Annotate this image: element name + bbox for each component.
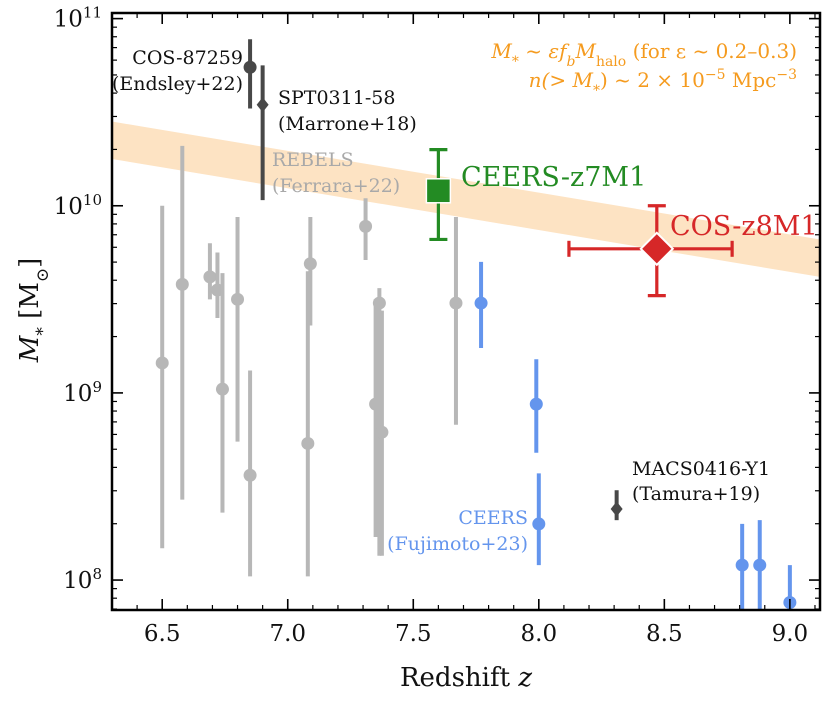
y-tick-label-4: 1011 [54, 4, 102, 33]
efficiency-band [112, 121, 820, 277]
series-cos-z8m1 [567, 204, 734, 298]
cos-z8m1-point-1-marker [639, 231, 675, 267]
ceers-fujimoto-ref: (Fujimoto+23) [387, 533, 528, 555]
efficiency-equation: M* ~ εfbMhalo (for ε ~ 0.2–0.3) [490, 39, 797, 70]
rebels-ferrara-22-point-6-marker [231, 292, 245, 306]
x-tick-label-2: 7.0 [269, 621, 306, 647]
dark-literature-objects-point-2-marker [256, 97, 269, 113]
macs-ref: (Tamura+19) [632, 483, 760, 505]
cos87259-label: COS-87259 [132, 47, 243, 69]
dark-literature-objects-point-1-marker [243, 60, 257, 74]
x-tick-label-6: 9.0 [772, 621, 809, 647]
rebels-ferrara-22-point-3-marker [203, 270, 217, 284]
series-ceers-z7m1 [425, 148, 452, 242]
series-rebels-ferrara-22 [155, 145, 463, 577]
x-axis-title: Redshift z [400, 663, 532, 693]
rebels-ferrara-22-point-13-marker [375, 425, 389, 439]
cos-z8m1-label: COS-z8M1 [670, 211, 818, 242]
ticks [111, 13, 820, 610]
efficiency-band-area [112, 121, 820, 277]
series-ceers-fujimoto-23 [474, 261, 797, 610]
rebels-ferrara-22-point-12-marker [372, 296, 386, 310]
dark-literature-objects-point-3-marker [610, 501, 623, 517]
plot-border [110, 11, 822, 612]
ceers-fujimoto-23-point-3-marker [532, 517, 546, 531]
x-tick-label-4: 8.0 [521, 621, 558, 647]
rebels-ferrara-22-point-1-marker [155, 356, 169, 370]
ceers-fujimoto-23-point-1-marker [474, 296, 488, 310]
y-tick-label-1: 108 [63, 565, 102, 594]
rebels-ref: (Ferrara+22) [272, 175, 400, 197]
rebels-ferrara-22-point-5-marker [215, 382, 229, 396]
ceers-z7m1-point-1-marker [425, 178, 452, 204]
spt-ref: (Marrone+18) [278, 113, 417, 135]
rebels-label: REBELS [272, 149, 354, 171]
spt-label: SPT0311-58 [278, 87, 395, 109]
y-tick-label-2: 109 [63, 378, 102, 407]
rebels-ferrara-22-point-14-marker [449, 296, 463, 310]
ceers-z7m1-label: CEERS-z7M1 [461, 162, 646, 193]
plot-frame [110, 11, 822, 612]
ceers-fujimoto-label: CEERS [458, 507, 528, 529]
y-axis-title: M* [M⊙] [15, 258, 53, 364]
ceers-fujimoto-23-point-4-marker [735, 558, 749, 572]
x-tick-label-1: 6.5 [144, 621, 181, 647]
rebels-ferrara-22-point-7-marker [243, 468, 257, 482]
x-tick-label-5: 8.5 [646, 621, 683, 647]
macs-label: MACS0416-Y1 [632, 458, 770, 480]
cos87259-ref: (Endsley+22) [112, 73, 243, 95]
ceers-fujimoto-23-point-2-marker [529, 397, 543, 411]
y-tick-label-3: 1010 [54, 191, 102, 220]
tick-labels: 6.5 7.0 7.5 8.0 8.5 9.0 108 109 1010 1011 [54, 4, 809, 647]
series-dark-literature-objects [243, 39, 623, 521]
x-tick-label-3: 7.5 [395, 621, 432, 647]
rebels-ferrara-22-point-10-marker [359, 219, 373, 233]
rebels-ferrara-22-point-2-marker [175, 277, 189, 291]
data-series [155, 39, 797, 610]
rebels-ferrara-22-point-9-marker [303, 257, 317, 271]
ceers-fujimoto-23-point-5-marker [753, 558, 767, 572]
number-density-equation: n(> M*) ~ 2 × 10−5 Mpc−3 [529, 67, 797, 99]
rebels-ferrara-22-point-8-marker [301, 436, 315, 450]
